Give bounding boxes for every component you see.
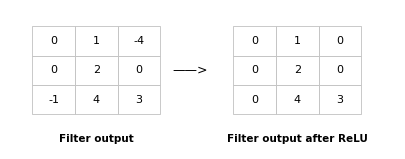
Text: 2: 2 [293, 65, 300, 75]
Bar [75, 85, 117, 114]
Bar [275, 85, 318, 114]
Text: -4: -4 [133, 36, 144, 46]
Text: 4: 4 [293, 95, 300, 105]
Text: Filter output after ReLU: Filter output after ReLU [226, 134, 367, 144]
Bar [75, 26, 117, 56]
Bar [318, 85, 360, 114]
Bar [233, 85, 275, 114]
Bar [233, 26, 275, 56]
Text: 1: 1 [293, 36, 300, 46]
Bar [117, 56, 160, 85]
Bar [117, 85, 160, 114]
Text: 3: 3 [336, 95, 343, 105]
Text: 0: 0 [336, 65, 343, 75]
Bar [275, 26, 318, 56]
Text: 1: 1 [93, 36, 100, 46]
Text: -1: -1 [48, 95, 59, 105]
Bar [275, 56, 318, 85]
Bar [75, 56, 117, 85]
Text: 0: 0 [251, 65, 258, 75]
Bar [318, 26, 360, 56]
Text: 0: 0 [135, 65, 142, 75]
Bar [233, 56, 275, 85]
Text: 0: 0 [336, 36, 343, 46]
Bar [117, 26, 160, 56]
Text: 0: 0 [251, 36, 258, 46]
Bar [32, 26, 75, 56]
Bar [32, 85, 75, 114]
Bar [32, 56, 75, 85]
Text: 0: 0 [50, 65, 57, 75]
Text: 3: 3 [135, 95, 142, 105]
Text: Filter output: Filter output [59, 134, 134, 144]
Bar [318, 56, 360, 85]
Text: 2: 2 [93, 65, 100, 75]
Text: 0: 0 [50, 36, 57, 46]
Text: 4: 4 [93, 95, 100, 105]
Text: ——>: ——> [172, 64, 207, 77]
Text: 0: 0 [251, 95, 258, 105]
